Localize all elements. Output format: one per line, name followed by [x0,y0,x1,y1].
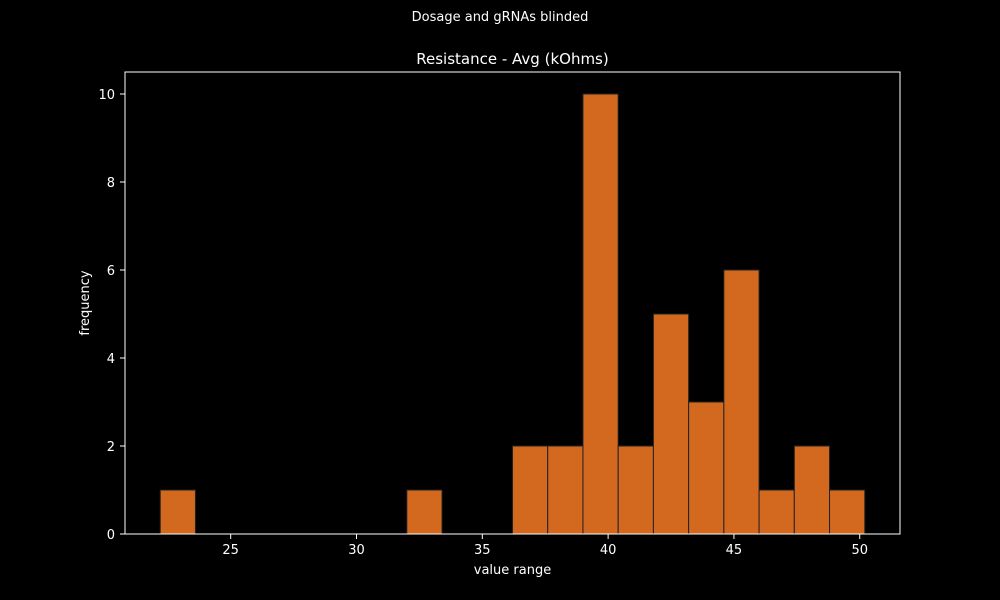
x-tick-label: 40 [600,543,617,558]
histogram-bar [582,93,619,535]
histogram-bar [617,445,654,535]
y-tick-label: 8 [107,176,115,191]
histogram-bar [793,445,831,535]
x-tick-label: 25 [222,543,239,558]
histogram-bar [159,489,196,535]
bars-group [159,93,866,535]
figure-suptitle: Dosage and gRNAs blinded [411,10,589,25]
y-tick-label: 2 [107,440,115,455]
histogram-bar [758,489,795,535]
x-axis-label: value range [474,563,551,578]
x-ticks: 25 30 35 40 45 50 [222,534,868,558]
histogram-bar [829,489,866,535]
y-tick-label: 10 [98,88,115,103]
histogram-bar [688,401,725,535]
histogram-bar [652,313,690,535]
axes-frame [124,71,901,535]
y-tick-label: 4 [107,352,115,367]
y-tick-label: 0 [107,528,115,543]
histogram-bar [406,489,443,535]
x-tick-label: 30 [348,543,365,558]
y-axis-label: frequency [78,270,93,336]
x-tick-label: 45 [726,543,743,558]
y-ticks: 0 2 4 6 8 10 [98,88,125,543]
chart-title: Resistance - Avg (kOhms) [416,50,608,68]
y-tick-label: 6 [107,264,115,279]
histogram-bar [723,269,760,535]
x-tick-label: 35 [474,543,491,558]
x-tick-label: 50 [851,543,868,558]
histogram-bar [547,445,584,535]
histogram-bar [512,445,549,535]
